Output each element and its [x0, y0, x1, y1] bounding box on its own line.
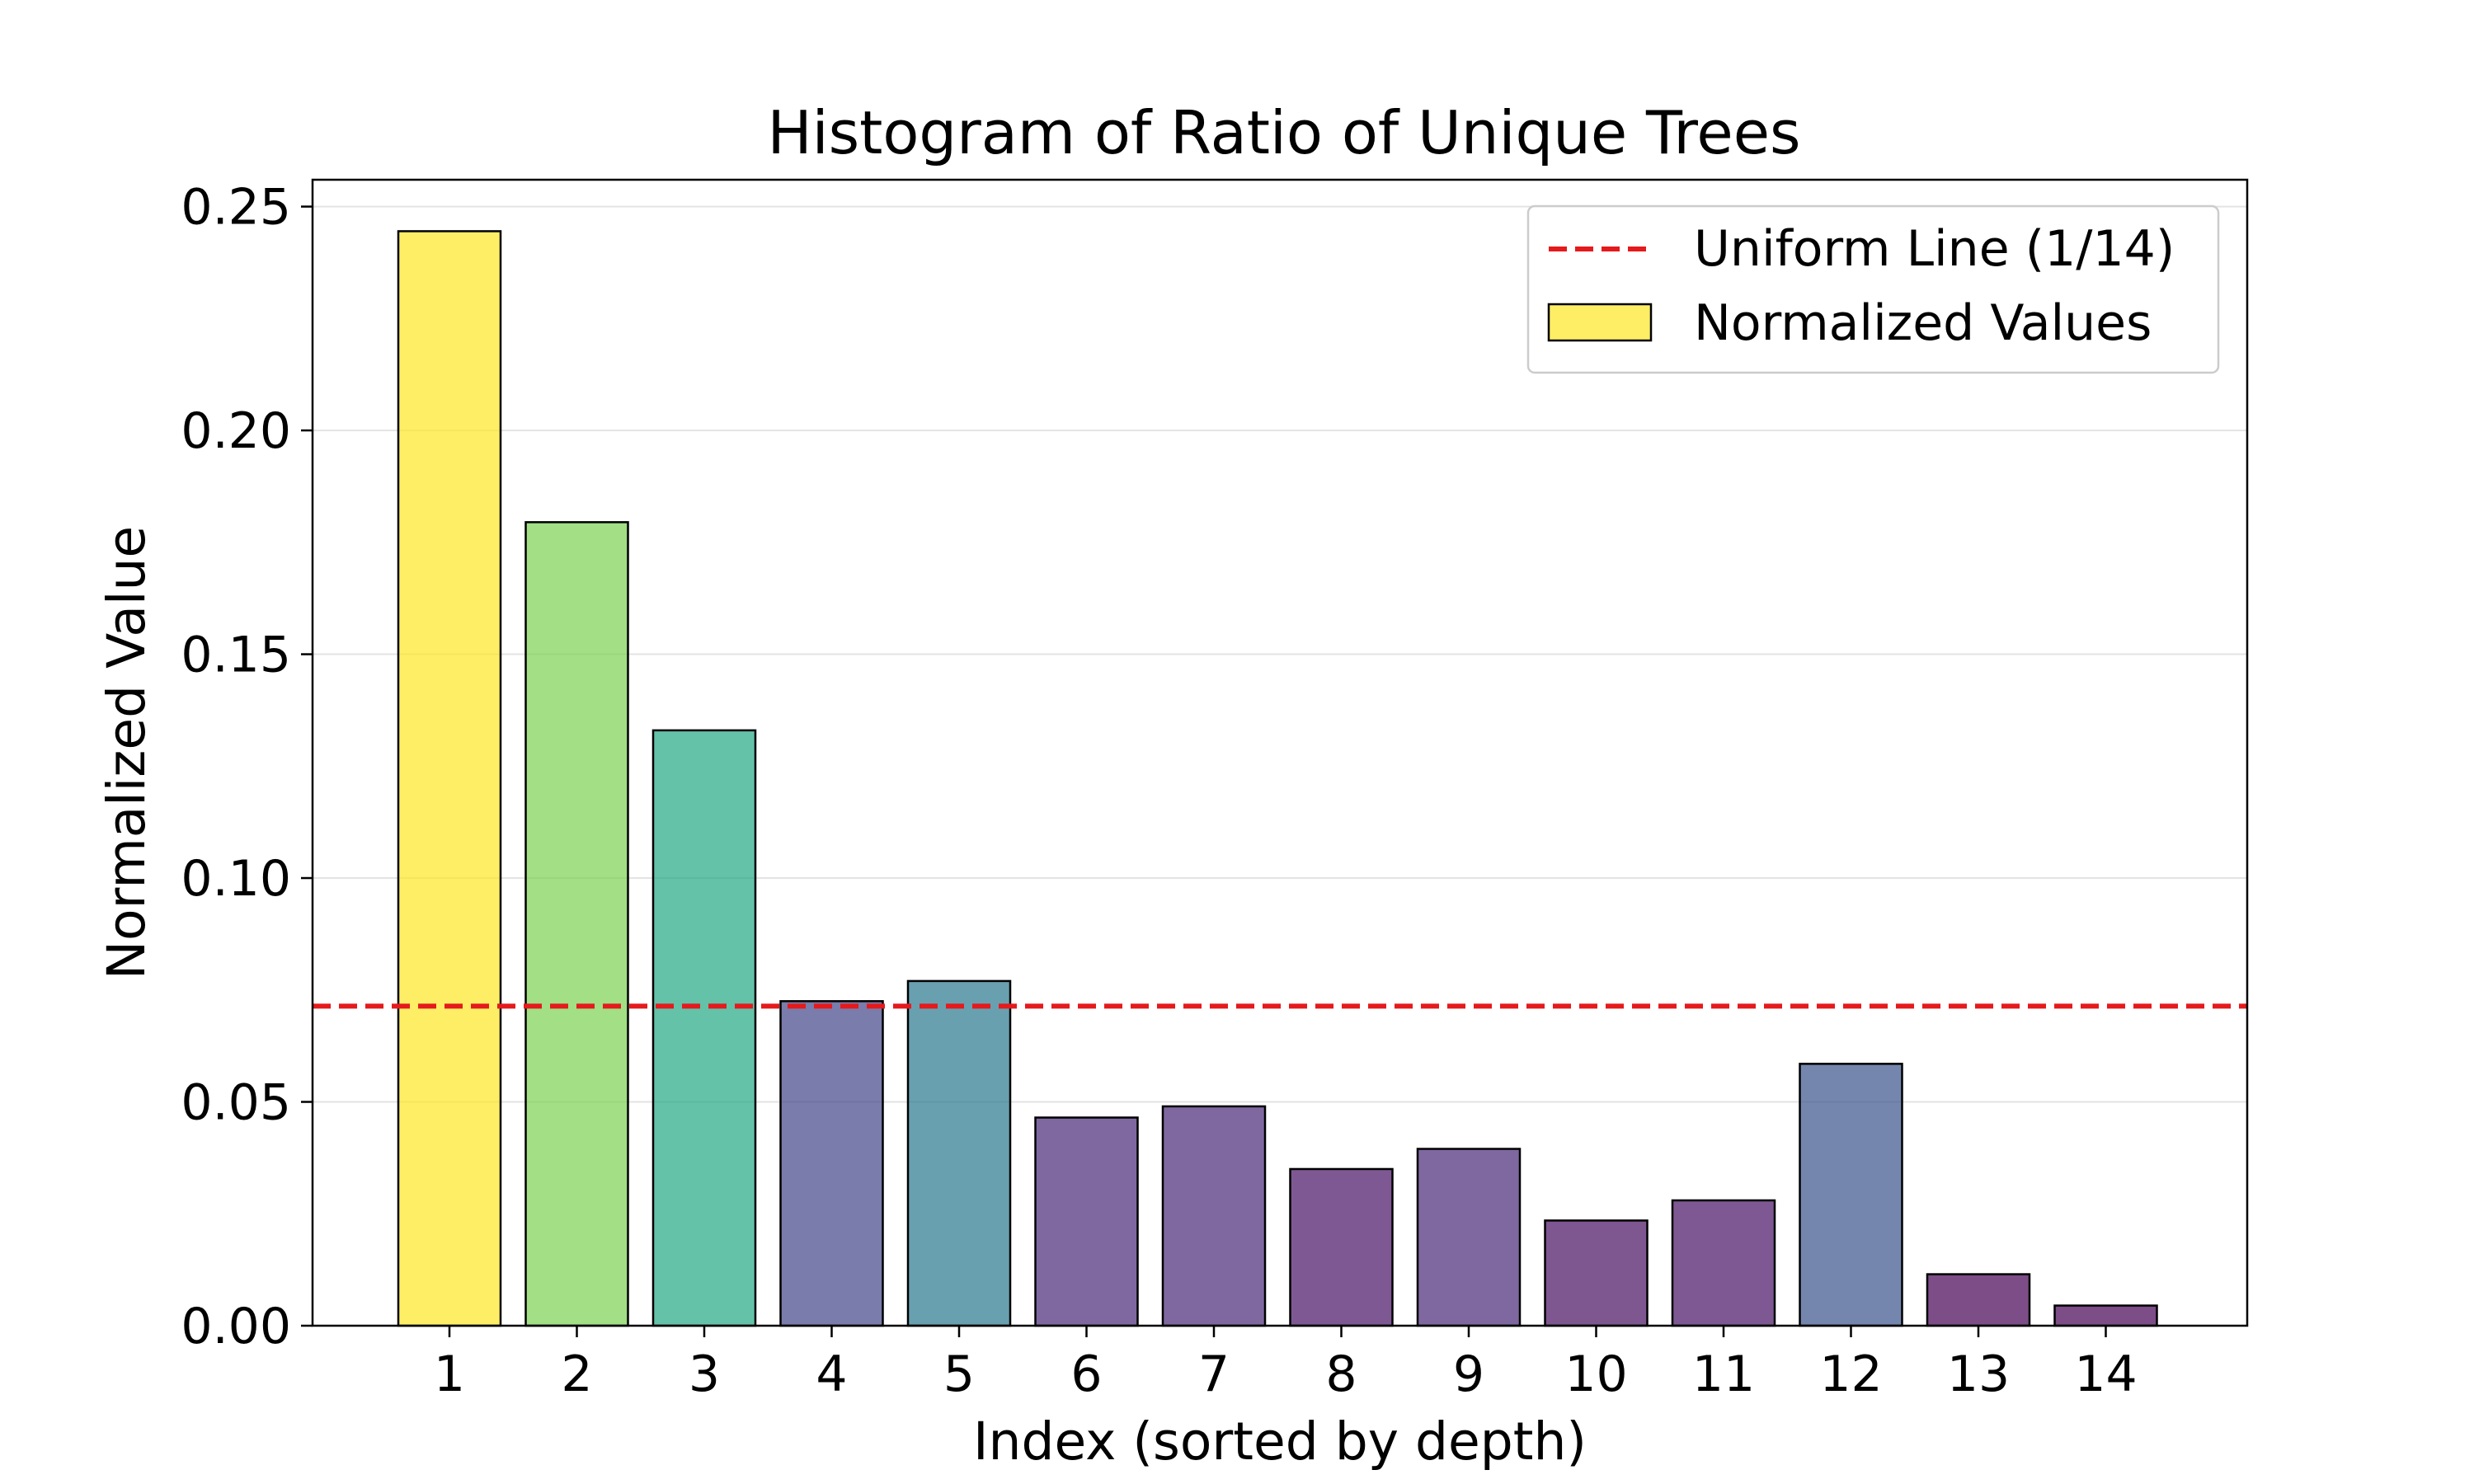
- plot-frame: [311, 178, 2249, 1327]
- x-tick-label: 4: [816, 1345, 847, 1403]
- x-tick-label: 7: [1198, 1345, 1230, 1403]
- legend: Uniform Line (1/14) Normalized Values: [1526, 204, 2220, 374]
- y-tick-label: 0.15: [181, 627, 291, 684]
- bar-2: [524, 521, 629, 1327]
- bar-13: [1926, 1273, 2031, 1327]
- x-tick-label: 1: [434, 1345, 465, 1403]
- x-tick-label: 13: [1947, 1345, 2010, 1403]
- bar-6: [1034, 1116, 1139, 1327]
- bar-9: [1416, 1148, 1522, 1327]
- x-tick-label: 9: [1453, 1345, 1484, 1403]
- bar-12: [1799, 1063, 1903, 1327]
- x-tick-label: 14: [2074, 1345, 2137, 1403]
- x-tick-label: 8: [1325, 1345, 1357, 1403]
- y-tick-label: 0.20: [181, 402, 291, 460]
- x-tick-label: 10: [1564, 1345, 1627, 1403]
- x-tick-label: 11: [1692, 1345, 1755, 1403]
- y-tick-label: 0.25: [181, 179, 291, 237]
- bar-11: [1671, 1199, 1776, 1327]
- bar-1: [397, 230, 502, 1327]
- y-tick-label: 0.10: [181, 850, 291, 908]
- x-axis-label: Index (sorted by depth): [973, 1411, 1587, 1472]
- bar-3: [651, 729, 757, 1327]
- x-tick-label: 3: [689, 1345, 720, 1403]
- bar-5: [906, 979, 1012, 1327]
- y-tick-label: 0.00: [181, 1298, 291, 1355]
- chart-title: Histogram of Ratio of Unique Trees: [767, 98, 1800, 167]
- x-tick-label: 2: [561, 1345, 592, 1403]
- x-tick-label: 5: [943, 1345, 975, 1403]
- x-tick-label: 6: [1070, 1345, 1102, 1403]
- bar-14: [2053, 1304, 2158, 1327]
- x-axis-ticks: 1 2 3 4 5 6 7 8 9 10 11 12 13 14: [434, 1326, 2138, 1403]
- legend-box: [1526, 204, 2220, 374]
- y-axis-ticks: 0.00 0.05 0.10 0.15 0.20 0.25: [181, 179, 313, 1355]
- bar-10: [1544, 1219, 1649, 1327]
- bar-7: [1161, 1105, 1267, 1327]
- y-tick-label: 0.05: [181, 1074, 291, 1132]
- legend-patch-swatch: [1547, 303, 1653, 342]
- grid: [313, 205, 2247, 1103]
- y-axis-label: Normalized Value: [96, 526, 157, 979]
- bar-8: [1289, 1167, 1394, 1327]
- legend-label-normalized-values: Normalized Values: [1694, 294, 2152, 352]
- bars: [397, 230, 2158, 1327]
- x-tick-label: 12: [1819, 1345, 1882, 1403]
- bar-4: [779, 1000, 884, 1327]
- legend-label-uniform-line: Uniform Line (1/14): [1694, 220, 2175, 278]
